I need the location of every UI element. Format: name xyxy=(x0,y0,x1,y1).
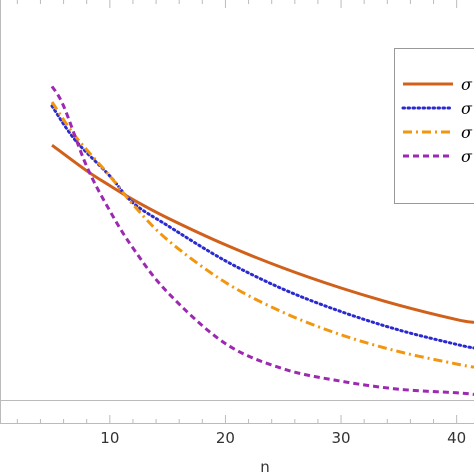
legend-label-1: σ xyxy=(461,75,473,94)
series-line-1 xyxy=(51,143,474,324)
x-axis-label: n xyxy=(260,458,270,474)
series-line-3 xyxy=(50,101,474,369)
legend-box xyxy=(394,48,474,204)
bottom-tick-marks xyxy=(16,415,458,423)
series-layer xyxy=(50,85,474,396)
x-tick-label: 20 xyxy=(216,429,235,447)
x-tick-label: 40 xyxy=(447,429,466,447)
legend-label-2: σ xyxy=(461,99,473,118)
series-line-4 xyxy=(50,85,474,396)
x-tick-label: 30 xyxy=(332,429,351,447)
top-tick-marks xyxy=(16,0,458,8)
x-tick-labels: 10 20 30 40 xyxy=(100,429,466,447)
legend-label-3: σ xyxy=(461,123,473,142)
legend-label-4: σ xyxy=(461,147,473,166)
x-tick-label: 10 xyxy=(100,429,119,447)
